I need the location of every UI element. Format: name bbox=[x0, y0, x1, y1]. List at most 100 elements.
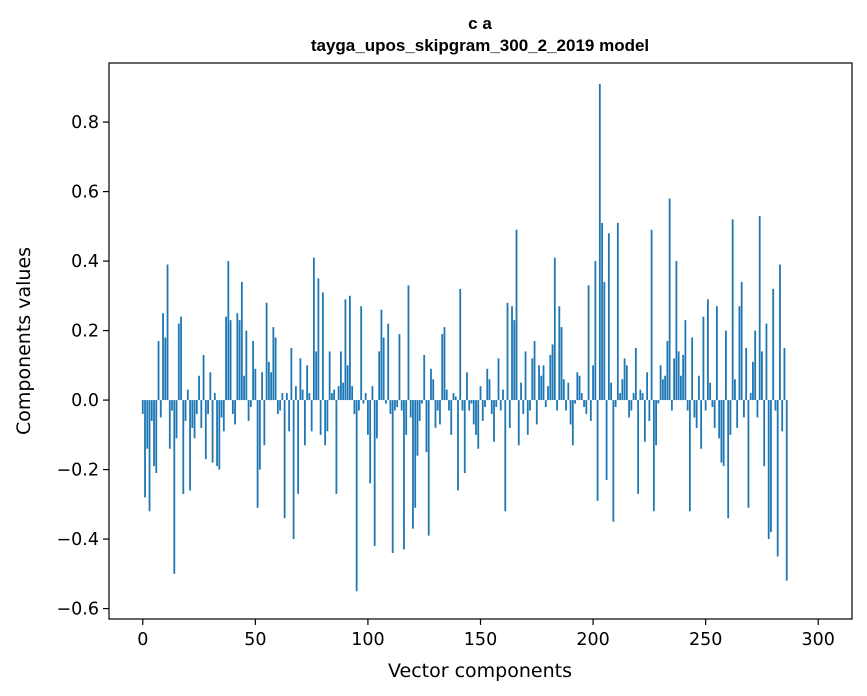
bar bbox=[628, 400, 630, 418]
bar bbox=[445, 389, 448, 401]
bar bbox=[763, 400, 766, 467]
bar bbox=[531, 358, 534, 401]
bar bbox=[369, 400, 372, 484]
bar bbox=[141, 400, 144, 414]
bar bbox=[722, 400, 725, 467]
bar bbox=[551, 344, 554, 401]
bar bbox=[317, 278, 320, 401]
bar bbox=[578, 375, 581, 401]
bar bbox=[603, 281, 606, 401]
bar bbox=[157, 341, 160, 401]
bar bbox=[677, 351, 680, 401]
bar bbox=[373, 400, 376, 547]
bar bbox=[256, 400, 259, 508]
bar bbox=[209, 372, 212, 401]
bar bbox=[191, 400, 194, 428]
bar bbox=[576, 372, 579, 401]
bar bbox=[560, 327, 563, 401]
bar bbox=[263, 400, 266, 446]
bar bbox=[150, 400, 153, 421]
x-tick-label: 100 bbox=[351, 630, 384, 650]
bar bbox=[650, 229, 653, 401]
bar bbox=[743, 400, 745, 418]
bar bbox=[646, 372, 649, 401]
bar bbox=[412, 400, 414, 529]
bar bbox=[666, 341, 669, 401]
bar bbox=[301, 389, 304, 401]
bar bbox=[619, 393, 621, 401]
bar bbox=[558, 306, 561, 401]
bar bbox=[612, 400, 615, 522]
bar bbox=[432, 379, 435, 401]
bar bbox=[529, 400, 531, 411]
bar bbox=[391, 400, 394, 553]
bar bbox=[740, 281, 743, 401]
bar bbox=[258, 400, 261, 470]
bar bbox=[727, 400, 730, 519]
bar bbox=[457, 400, 459, 491]
bar bbox=[448, 400, 450, 411]
bar bbox=[540, 375, 543, 401]
bar bbox=[481, 400, 484, 421]
y-tick-label: −0.2 bbox=[57, 461, 100, 481]
bar bbox=[362, 400, 365, 404]
bar bbox=[355, 400, 358, 592]
x-axis-label: Vector components bbox=[388, 660, 572, 682]
bar bbox=[229, 320, 232, 401]
bar bbox=[454, 396, 457, 401]
bar bbox=[279, 400, 282, 411]
bar bbox=[477, 400, 480, 449]
bar bbox=[186, 389, 189, 401]
bar bbox=[641, 393, 644, 401]
x-tick-label: 250 bbox=[689, 630, 722, 650]
bar bbox=[211, 400, 214, 463]
bar bbox=[495, 400, 498, 408]
plot-frame bbox=[108, 62, 853, 620]
bar bbox=[657, 400, 660, 404]
bar bbox=[761, 351, 763, 401]
bar bbox=[648, 400, 651, 421]
bar bbox=[605, 400, 608, 480]
bar bbox=[267, 361, 270, 401]
bar bbox=[353, 400, 356, 414]
bar bbox=[702, 316, 705, 401]
bar bbox=[524, 351, 527, 401]
bar bbox=[486, 368, 489, 401]
bar bbox=[493, 400, 495, 442]
bar bbox=[403, 400, 405, 550]
bar bbox=[198, 375, 200, 401]
bar bbox=[380, 309, 383, 401]
bar bbox=[288, 400, 291, 432]
bar bbox=[202, 354, 205, 401]
bar bbox=[643, 400, 646, 442]
bar bbox=[716, 306, 718, 401]
bar bbox=[468, 400, 471, 411]
bar bbox=[776, 400, 779, 557]
bar bbox=[538, 365, 540, 401]
bar bbox=[544, 400, 547, 408]
bar bbox=[276, 400, 279, 414]
bar bbox=[639, 389, 642, 401]
bar bbox=[700, 400, 703, 449]
bar bbox=[461, 400, 464, 411]
bar bbox=[166, 264, 169, 401]
bar bbox=[614, 400, 617, 408]
bar bbox=[351, 386, 354, 401]
bar bbox=[679, 375, 682, 401]
bar bbox=[720, 400, 723, 463]
bar bbox=[515, 229, 518, 401]
bar bbox=[340, 351, 342, 401]
bar bbox=[240, 281, 243, 401]
bar bbox=[254, 368, 257, 401]
bar bbox=[367, 400, 369, 435]
bar bbox=[565, 400, 567, 411]
bar bbox=[585, 400, 588, 414]
bar bbox=[189, 400, 191, 491]
bar bbox=[490, 400, 493, 414]
bar bbox=[285, 393, 288, 401]
bar bbox=[173, 400, 176, 574]
bar bbox=[162, 313, 164, 401]
bar bbox=[745, 347, 748, 401]
bar bbox=[607, 233, 610, 401]
bar bbox=[652, 400, 655, 512]
